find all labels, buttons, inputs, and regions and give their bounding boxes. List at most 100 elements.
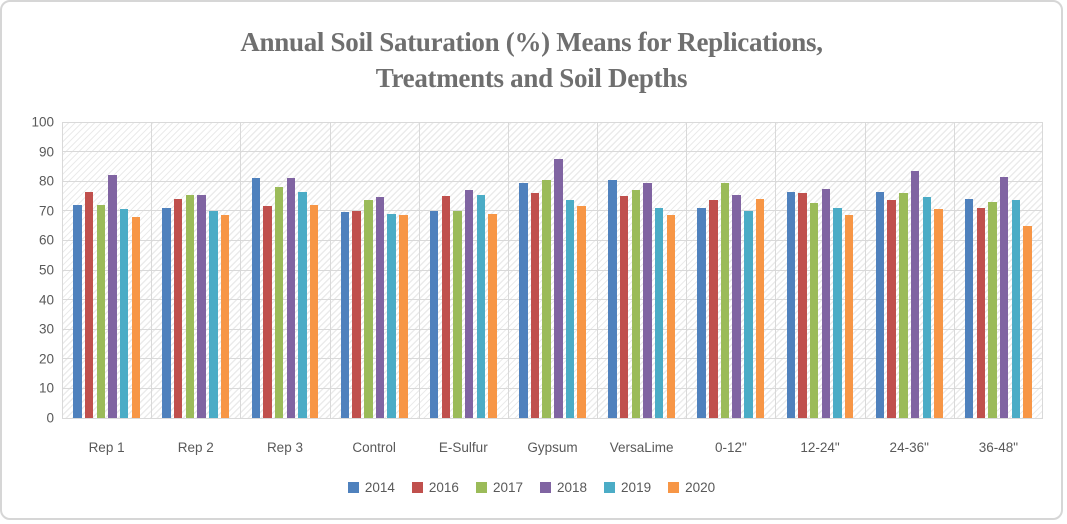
legend-item-2019: 2019: [604, 480, 651, 495]
y-axis-tick-label: 30: [38, 321, 54, 337]
horizontal-gridline: [62, 387, 1043, 389]
y-axis-tick-label: 40: [38, 292, 54, 308]
bar-2018-esulfur: [464, 190, 474, 418]
bar-2017-versalime: [631, 190, 641, 418]
chart-title-line1: Annual Soil Saturation (%) Means for Rep…: [240, 27, 823, 57]
bar-2020-2436: [934, 209, 943, 418]
bar-2018-3648: [1000, 176, 1009, 418]
bar-2018-012: [732, 194, 741, 418]
bar-2019-3648: [1011, 200, 1021, 418]
legend-label: 2016: [428, 480, 459, 495]
x-axis-tick-label: 12-24": [800, 440, 840, 455]
bar-2018-gypsum: [554, 159, 563, 418]
vertical-gridline: [62, 122, 63, 418]
chart-title: Annual Soil Saturation (%) Means for Rep…: [2, 24, 1061, 96]
bar-2020-012: [755, 198, 765, 418]
vertical-gridline: [240, 122, 242, 418]
bar-2017-esulfur: [453, 210, 462, 418]
horizontal-gridline: [62, 239, 1043, 241]
bar-2019-rep3: [298, 191, 307, 418]
legend-swatch-icon: [540, 482, 551, 493]
vertical-gridline: [864, 122, 866, 418]
x-axis-tick-label: Rep 3: [266, 440, 303, 455]
legend-label: 2018: [557, 480, 588, 495]
horizontal-gridline: [62, 328, 1043, 330]
bar-2016-3648: [976, 207, 986, 418]
vertical-gridline: [1042, 122, 1043, 418]
x-axis-tick-label: VersaLime: [609, 440, 674, 455]
bar-2014-2436: [875, 191, 885, 418]
bar-2014-rep3: [251, 178, 260, 418]
bar-2017-gypsum: [542, 179, 551, 418]
legend-label: 2014: [364, 480, 395, 495]
legend-label: 2019: [621, 480, 652, 495]
y-axis-tick-label: 0: [46, 410, 54, 426]
bar-2019-control: [387, 213, 396, 418]
vertical-gridline: [329, 122, 331, 418]
y-axis-tick-label: 70: [38, 203, 54, 219]
bar-2018-control: [375, 197, 385, 418]
vertical-gridline: [953, 122, 955, 418]
y-axis-tick-label: 90: [38, 144, 54, 160]
bar-2019-gypsum: [565, 200, 575, 418]
bar-2016-1224: [798, 193, 807, 418]
legend-label: 2017: [492, 480, 523, 495]
bar-2014-1224: [786, 191, 796, 418]
x-axis-tick-label: 36-48": [978, 440, 1019, 455]
bar-2014-gypsum: [519, 182, 528, 418]
legend-item-2018: 2018: [540, 480, 587, 495]
bar-2016-rep1: [84, 191, 94, 418]
bar-2017-1224: [809, 203, 819, 418]
bar-2020-rep2: [220, 215, 230, 418]
legend-item-2020: 2020: [668, 480, 715, 495]
bar-2018-rep3: [286, 178, 296, 418]
vertical-gridline: [597, 122, 599, 418]
x-axis: Rep 1 Rep 2 Rep 3 Control E-Sulfur Gypsum Vers…: [62, 440, 1043, 460]
horizontal-gridline: [62, 180, 1043, 182]
vertical-gridline: [686, 122, 688, 418]
bar-2018-rep1: [108, 175, 117, 418]
y-axis-tick-label: 10: [38, 380, 54, 396]
legend-swatch-icon: [604, 482, 616, 493]
x-axis-tick-label: Rep 1: [88, 440, 125, 455]
bar-2020-versalime: [666, 215, 676, 418]
bar-2014-versalime: [608, 179, 617, 418]
bar-2020-esulfur: [488, 213, 497, 418]
legend-item-2016: 2016: [411, 480, 459, 495]
legend-swatch-icon: [411, 482, 423, 493]
bar-2019-012: [744, 210, 753, 418]
bar-2016-gypsum: [530, 193, 540, 418]
x-axis-tick-label: 24-36": [889, 440, 929, 455]
vertical-gridline: [507, 122, 509, 418]
legend: 2014 2016 2017 2018 2019 2020: [2, 480, 1061, 495]
bar-2019-rep1: [119, 209, 129, 418]
legend-swatch-icon: [668, 482, 680, 493]
horizontal-gridline: [62, 299, 1043, 301]
horizontal-gridline: [62, 121, 1043, 123]
bar-2017-control: [364, 200, 373, 418]
legend-swatch-icon: [347, 482, 359, 493]
bar-2019-2436: [922, 197, 931, 418]
bar-2020-gypsum: [577, 206, 586, 418]
bar-2020-3648: [1023, 225, 1032, 418]
y-axis-tick-label: 50: [38, 262, 54, 278]
bar-2014-rep2: [162, 207, 171, 418]
x-axis-tick-label: Control: [352, 440, 396, 455]
bar-2017-rep2: [185, 194, 195, 418]
x-axis-tick-label: Rep 2: [177, 440, 214, 455]
vertical-gridline: [418, 122, 420, 418]
bar-2014-esulfur: [429, 210, 439, 418]
plot-area: [62, 121, 1043, 419]
x-axis-tick-label: Gypsum: [527, 440, 578, 455]
bar-2018-2436: [910, 170, 920, 418]
bar-2014-rep1: [73, 204, 82, 418]
bar-2017-rep1: [96, 204, 105, 418]
vertical-gridline: [151, 122, 153, 418]
bar-2017-rep3: [274, 187, 284, 418]
x-axis-tick-label: E-Sulfur: [438, 440, 488, 455]
legend-swatch-icon: [475, 482, 487, 493]
bar-2020-control: [399, 215, 408, 418]
bar-2017-012: [720, 182, 730, 418]
bar-2016-versalime: [619, 196, 629, 418]
horizontal-gridline: [62, 151, 1043, 153]
